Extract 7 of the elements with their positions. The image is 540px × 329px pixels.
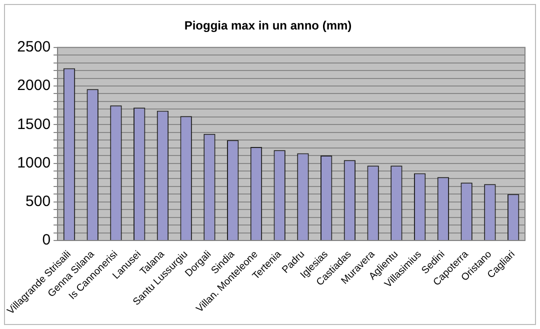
y-tick-label: 1000 [17,154,51,172]
y-tick-label: 0 [42,232,51,249]
y-tick-label: 2500 [17,38,51,56]
y-tick-label: 2000 [17,77,51,94]
y-tick-label: 1500 [17,116,51,133]
chart-title: Pioggia max in un anno (mm) [184,18,352,33]
y-tick-label: 500 [26,193,51,210]
